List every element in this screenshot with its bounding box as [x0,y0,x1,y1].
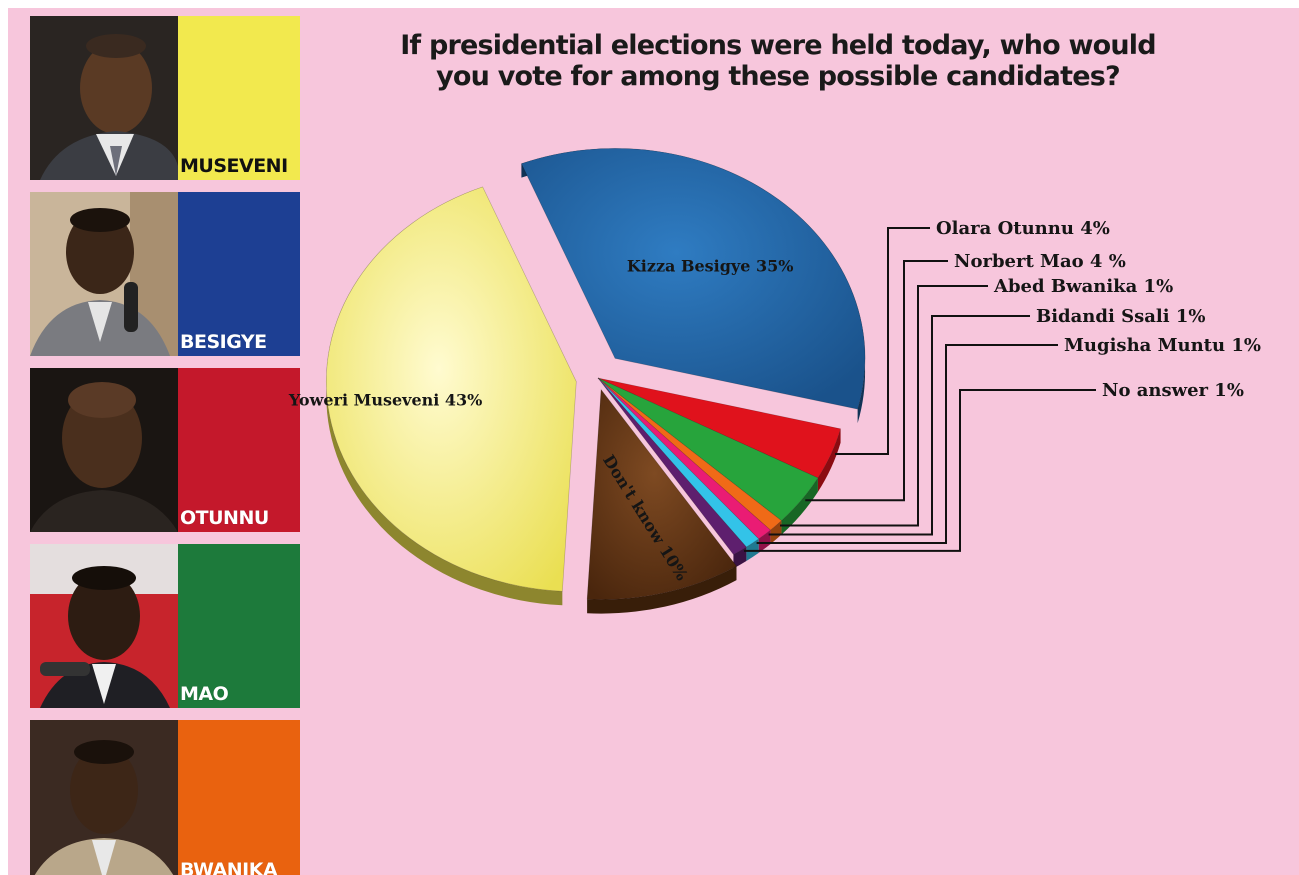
pie-chart: Kizza Besigye 35%Don't know 10%Yoweri Mu… [288,148,1261,614]
slice-label-no-answer: No answer 1% [1102,380,1244,401]
slice-label-bidandi-ssali: Bidandi Ssali 1% [1036,306,1205,327]
slice-label-abed-bwanika: Abed Bwanika 1% [993,276,1173,297]
leader-line-no-answer [743,389,1096,552]
pie-slice-side-no-answer [733,547,747,569]
swatch-bwanika: BWANIKA [178,720,300,875]
slice-label-olara-otunnu: Olara Otunnu 4% [936,218,1110,239]
slice-label-norbert-mao: Norbert Mao 4 % [954,251,1126,272]
pie-slice-side-norbert-mao [781,477,818,535]
swatch-museveni: MUSEVENI [178,16,300,180]
portrait-mao [30,544,178,708]
candidate-card-museveni: MUSEVENI [30,16,300,180]
pie-slice-abed-bwanika [597,377,782,531]
pie-slice-yoweri-museveni [326,186,577,592]
pie-slice-side-bidandi-ssali [758,530,771,553]
candidate-name: OTUNNU [180,507,269,529]
candidate-card-otunnu: OTUNNU [30,368,300,532]
pie-slice-side-abed-bwanika [770,520,782,545]
leader-line-norbert-mao [805,260,948,502]
slice-label-kizza-besigye: Kizza Besigye 35% [627,256,794,275]
candidate-name: MAO [180,683,229,705]
infographic-canvas: MUSEVENI BESIGYE [8,8,1299,875]
leader-line-abed-bwanika [780,285,988,527]
pie-slice-olara-otunnu [597,377,841,479]
leader-line-mugisha-muntu [756,344,1058,545]
pie-slice-kizza-besigye [520,148,866,410]
pie-slice-norbert-mao [597,377,819,522]
portrait-bwanika [30,720,178,875]
leader-line-bidandi-ssali [768,315,1030,536]
candidate-name: BWANIKA [180,859,278,875]
swatch-mao: MAO [178,544,300,708]
pie-slice-no-answer [597,377,747,555]
slice-label-mugisha-muntu: Mugisha Muntu 1% [1064,335,1261,356]
candidate-card-bwanika: BWANIKA [30,720,300,875]
candidate-card-besigye: BESIGYE [30,192,300,356]
candidate-name: BESIGYE [180,331,267,353]
swatch-otunnu: OTUNNU [178,368,300,532]
pie-slice-mugisha-muntu [597,377,760,548]
leader-line-olara-otunnu [835,227,930,455]
portrait-besigye [30,192,178,356]
pie-slice-side-don-t-know [587,566,737,614]
swatch-besigye: BESIGYE [178,192,300,356]
candidate-card-mao: MAO [30,544,300,708]
chart-title: If presidential elections were held toda… [400,30,1156,92]
pie-slice-bidandi-ssali [597,377,771,540]
portrait-otunnu [30,368,178,532]
portrait-museveni [30,16,178,180]
pie-slice-don-t-know [586,388,737,600]
pie-slice-side-olara-otunnu [817,428,841,492]
candidate-name: MUSEVENI [180,155,288,177]
slice-label-yoweri-museveni: Yoweri Museveni 43% [288,390,483,409]
